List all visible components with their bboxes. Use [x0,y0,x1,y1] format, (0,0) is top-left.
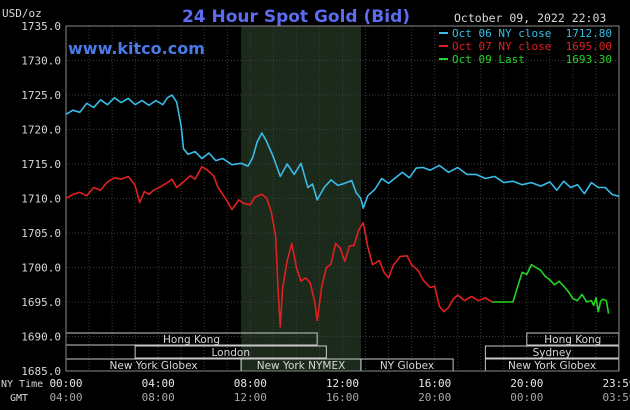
y-tick-label: 1705.0 [21,227,61,240]
session-label: New York Globex [110,360,198,372]
y-tick-label: 1690.0 [21,331,61,344]
y-tick-label: 1685.0 [21,365,61,378]
session-label: New York Globex [508,360,596,372]
x-tick-label-gmt: 00:00 [510,391,543,404]
x-tick-label-gmt: 08:00 [142,391,175,404]
legend-value: 1695.00 [566,40,612,53]
x-tick-label-ny: 04:00 [142,377,175,390]
y-tick-label: 1715.0 [21,158,61,171]
legend-value: 1712.80 [566,27,612,40]
x-tick-label-gmt: 03:59 [602,391,630,404]
unit-label: USD/oz [2,7,42,20]
legend: Oct 06 NY close 1712.80 Oct 07 NY close 169… [439,27,612,66]
x-tick-label-gmt: 04:00 [49,391,82,404]
y-tick-label: 1730.0 [21,55,61,68]
session-label: Sydney [533,347,572,359]
x-tick-label-ny: 08:00 [234,377,267,390]
x-tick-label-gmt: 16:00 [326,391,359,404]
x-tick-label-ny: 16:00 [418,377,451,390]
legend-name: Oct 07 NY close [452,40,551,53]
legend-name: Oct 09 Last [452,53,525,66]
x-tick-labels: 00:0004:0008:0012:0016:0020:0023:5904:00… [49,377,630,404]
y-tick-label: 1720.0 [21,124,61,137]
x-row-label-ny: NY Time [1,379,43,390]
x-tick-label-gmt: 20:00 [418,391,451,404]
x-tick-label-ny: 00:00 [49,377,82,390]
legend-value: 1693.30 [566,53,612,66]
y-tick-labels: 1735.0 1730.0 1725.0 1720.0 1715.0 1710.0 1705… [21,20,61,378]
x-tick-label-ny: 23:59 [602,377,630,390]
session-box [134,345,327,359]
x-tick-label-ny: 12:00 [326,377,359,390]
y-tick-label: 1700.0 [21,262,61,275]
x-row-label-gmt: GMT [10,393,28,404]
session-label: NY Globex [380,360,434,372]
series-line-1 [65,94,620,209]
session-label: London [211,347,250,359]
chart-title: 24 Hour Spot Gold (Bid) [182,7,410,27]
session-label: Hong Kong [163,334,220,346]
x-tick-label-ny: 20:00 [510,377,543,390]
timestamp: October 09, 2022 22:03 [454,11,606,25]
price-series [65,94,620,328]
y-tick-label: 1710.0 [21,193,61,206]
grid-lines [65,25,620,372]
session-label: New York NYMEX [257,360,346,372]
series-line-3 [492,263,610,314]
series-line-2 [65,166,493,328]
y-tick-label: 1725.0 [21,89,61,102]
x-tick-label-gmt: 12:00 [234,391,267,404]
watermark: www.kitco.com [68,39,205,58]
legend-name: Oct 06 NY close [452,27,551,40]
y-tick-label: 1695.0 [21,296,61,309]
session-label: Hong Kong [544,334,601,346]
y-tick-label: 1735.0 [21,20,61,33]
